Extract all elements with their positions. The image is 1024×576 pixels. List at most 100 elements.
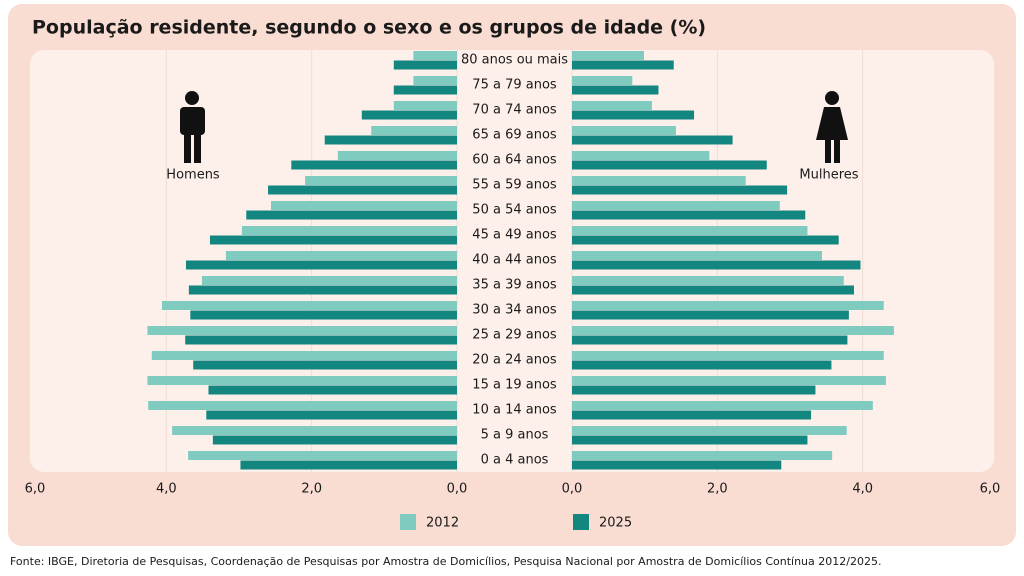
category-label: 25 a 29 anos [472,328,557,343]
bar [572,301,884,310]
bar [291,160,457,170]
bar [572,310,849,320]
bar [572,401,873,410]
category-label: 10 a 14 anos [472,403,557,418]
legend-label: 2012 [426,516,459,531]
bar [572,251,822,260]
bar [393,101,457,110]
bar [201,276,457,285]
bar [188,285,458,295]
bar [161,301,457,310]
bar [241,226,457,235]
category-label: 70 a 74 anos [472,103,557,118]
x-tick-label: 6,0 [25,482,46,497]
x-tick-label: 6,0 [980,482,1001,497]
bar [572,351,884,360]
category-label: 55 a 59 anos [472,178,557,193]
bar [572,435,808,445]
left-label: Homens [166,168,220,183]
bar [151,351,458,360]
bar [206,410,457,420]
bar [268,185,457,195]
bar [572,276,844,285]
bar [413,51,457,60]
legend-swatch [573,514,589,530]
chart-title: População residente, segundo o sexo e os… [32,17,706,39]
source: Fonte: IBGE, Diretoria de Pesquisas, Coo… [10,555,881,568]
bar [185,335,457,345]
bar [572,60,674,70]
x-tick-label: 2,0 [707,482,728,497]
category-label: 75 a 79 anos [472,78,557,93]
bar [208,385,457,395]
bar [188,451,457,460]
bar [572,376,886,385]
man-icon [180,91,205,163]
bar [572,135,733,145]
category-label: 65 a 69 anos [472,128,557,143]
bar [209,235,457,245]
bar [572,385,816,395]
category-label: 35 a 39 anos [472,278,557,293]
bar [172,426,457,435]
bar [572,285,854,295]
bar [572,85,659,95]
bar [572,460,782,470]
category-label: 30 a 34 anos [472,303,557,318]
bar [572,201,780,210]
category-label: 15 a 19 anos [472,378,557,393]
x-tick-label: 4,0 [852,482,873,497]
bar [572,76,633,85]
bar [393,60,457,70]
bar [147,326,457,335]
bar [572,451,833,460]
x-tick-label: 0,0 [447,482,468,497]
bar [193,360,457,370]
category-label: 60 a 64 anos [472,153,557,168]
bar [148,401,457,410]
bar [240,460,457,470]
bar [225,251,457,260]
bar [572,185,788,195]
bar [572,326,894,335]
bar [572,360,832,370]
category-label: 45 a 49 anos [472,228,557,243]
right-label: Mulheres [799,168,858,183]
x-tick-label: 0,0 [562,482,583,497]
bar [572,176,746,185]
bar [572,335,848,345]
category-label: 80 anos ou mais [461,53,568,68]
bar [413,76,457,85]
bar [572,426,847,435]
category-label: 0 a 4 anos [481,453,549,468]
category-label: 40 a 44 anos [472,253,557,268]
bar [337,151,457,160]
bar [572,101,652,110]
category-label: 20 a 24 anos [472,353,557,368]
bar [572,260,861,270]
bar [572,235,839,245]
bar [212,435,457,445]
bar [572,410,812,420]
bar [324,135,457,145]
bar [393,85,457,95]
bar [185,260,457,270]
category-label: 5 a 9 anos [481,428,549,443]
bar [246,210,457,220]
bar [270,201,457,210]
bar [572,226,808,235]
bar [190,310,457,320]
bar [572,210,806,220]
bar [361,110,457,120]
legend-swatch [400,514,416,530]
bar [572,160,767,170]
bar [305,176,457,185]
bar [572,110,695,120]
bar [572,151,710,160]
legend-label: 2025 [599,516,632,531]
bar [147,376,457,385]
bar [572,126,676,135]
x-tick-label: 4,0 [156,482,177,497]
woman-icon [816,91,848,163]
